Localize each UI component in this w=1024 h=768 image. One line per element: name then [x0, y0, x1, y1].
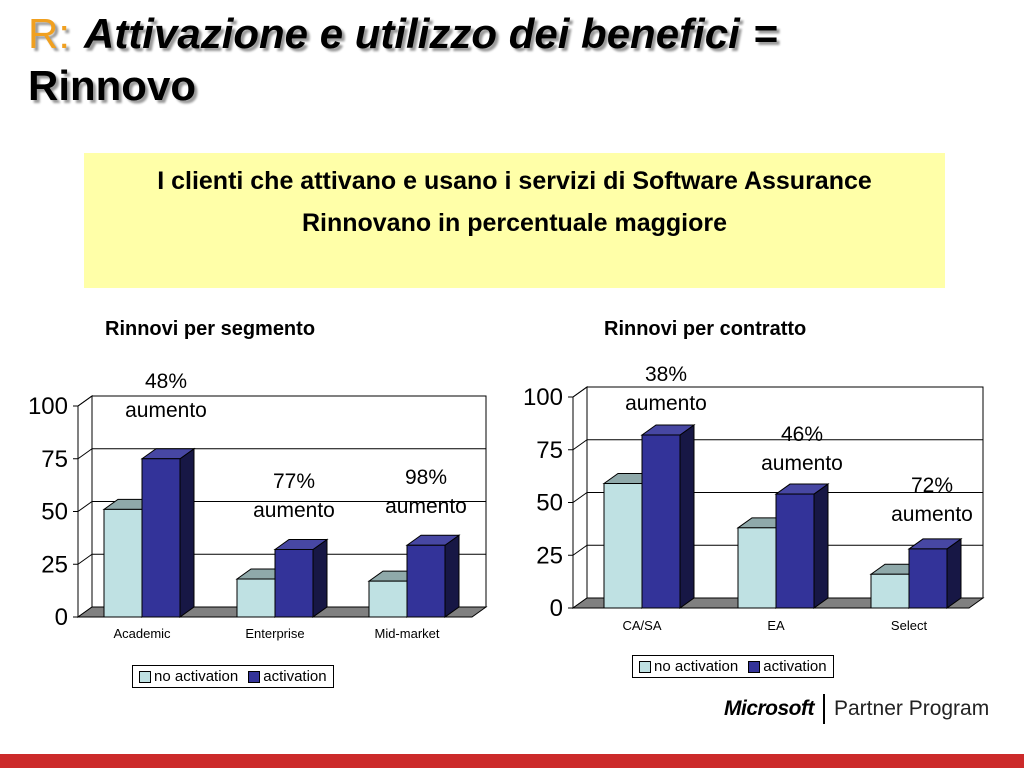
chart1-gridline-side: [77, 395, 93, 407]
chart2-annotation-line2: aumento: [625, 392, 707, 415]
logo-program: Partner Program: [834, 697, 990, 720]
chart2-gridline-side: [572, 386, 588, 398]
chart2-y-tick-label: 100: [523, 384, 563, 411]
chart1-annotation-line1: 77%: [273, 470, 315, 493]
legend-swatch: [139, 671, 151, 684]
chart1-legend: no activation activation: [132, 665, 334, 688]
microsoft-partner-logo: Microsoft Partner Program: [724, 694, 989, 724]
chart2-x-tick-label: CA/SA: [622, 618, 661, 633]
chart1-bar: [406, 544, 446, 618]
legend-swatch: [248, 671, 261, 684]
legend-label: activation: [763, 658, 827, 675]
logo-divider: [823, 694, 825, 724]
chart1-annotation-line1: 48%: [145, 370, 187, 393]
slide-title: R: Attivazione e utilizzo dei benefici = R…: [28, 8, 1008, 112]
legend-item-activation: activation: [748, 658, 827, 675]
chart1-y-tick-label: 50: [41, 499, 68, 526]
chart1-annotation-line2: aumento: [125, 399, 207, 422]
chart1-bar: [368, 580, 408, 618]
title-main: Attivazione e utilizzo dei benefici: [84, 10, 740, 57]
legend-label: no activation: [654, 658, 739, 675]
title-equals: =: [753, 10, 779, 57]
chart2-annotation-line1: 38%: [645, 363, 687, 386]
chart2-gridline-side: [572, 439, 588, 451]
chart1-x-tick-label: Enterprise: [245, 626, 304, 641]
chart2-x-tick-label: Select: [891, 618, 928, 633]
chart2-bar-side: [813, 483, 829, 609]
callout-line2: Rinnovano in percentuale maggiore: [301, 209, 728, 237]
chart2-annotation-line1: 72%: [911, 474, 953, 497]
chart1-annotation-line2: aumento: [385, 495, 467, 518]
chart2-y-tick-label: 75: [536, 437, 563, 464]
legend-item-activation: activation: [248, 668, 327, 685]
chart1-bar: [141, 458, 181, 618]
chart2-gridline-side: [572, 544, 588, 556]
chart2-bar: [908, 548, 948, 609]
chart1-bar: [274, 548, 314, 618]
legend-swatch: [748, 661, 761, 674]
chart2-bar: [737, 527, 777, 609]
chart1-bar-side: [444, 534, 460, 618]
chart2-y-tick-label: 0: [550, 595, 563, 622]
chart2-gridline-side: [572, 492, 588, 503]
chart1-title: Rinnovi per segmento: [105, 318, 316, 340]
chart2-title: Rinnovi per contratto: [604, 318, 807, 340]
chart2-annotation-line2: aumento: [891, 503, 973, 526]
chart1-bar: [103, 508, 143, 618]
legend-label: no activation: [154, 668, 239, 685]
legend-swatch: [639, 661, 651, 674]
chart2-bar-side: [946, 537, 962, 609]
chart1-y-tick-label: 100: [28, 393, 68, 420]
chart1-y-tick-label: 25: [41, 551, 68, 578]
chart2-y-tick-label: 50: [536, 490, 563, 517]
chart2-bar: [775, 493, 815, 609]
chart2-bar: [641, 434, 681, 609]
title-line2: Rinnovo: [28, 62, 196, 109]
chart2-bar: [870, 573, 910, 609]
chart1-y-tick-label: 0: [55, 604, 68, 631]
legend-item-no-activation: no activation: [639, 658, 738, 675]
chart1-x-tick-label: Mid-market: [374, 626, 439, 641]
chart1-x-tick-label: Academic: [113, 626, 171, 641]
chart2-bar-side: [679, 424, 695, 609]
chart1-y-tick-label: 75: [41, 446, 68, 473]
chart1-bar-side: [179, 447, 195, 618]
chart1-annotation-line1: 98%: [405, 466, 447, 489]
chart1-gridline-side: [77, 448, 93, 460]
chart2-legend: no activation activation: [632, 655, 834, 678]
callout-box: I clienti che attivano e usano i servizi…: [84, 153, 945, 288]
logo-brand: Microsoft: [724, 697, 815, 720]
chart2-x-tick-label: EA: [767, 618, 785, 633]
callout-line1: I clienti che attivano e usano i servizi…: [157, 167, 872, 195]
footer-bar: [0, 754, 1024, 768]
chart1-gridline-side: [77, 501, 93, 512]
chart1-annotation-line2: aumento: [253, 499, 335, 522]
title-prefix: R:: [28, 10, 70, 57]
chart1-bar-side: [312, 538, 328, 618]
chart1-bar: [236, 578, 276, 618]
legend-label: activation: [263, 668, 327, 685]
chart2-bar: [603, 483, 643, 609]
chart2-y-tick-label: 25: [536, 542, 563, 569]
legend-item-no-activation: no activation: [139, 668, 238, 685]
chart2-annotation-line2: aumento: [761, 452, 843, 475]
chart1-gridline-side: [77, 553, 93, 565]
chart2-annotation-line1: 46%: [781, 423, 823, 446]
